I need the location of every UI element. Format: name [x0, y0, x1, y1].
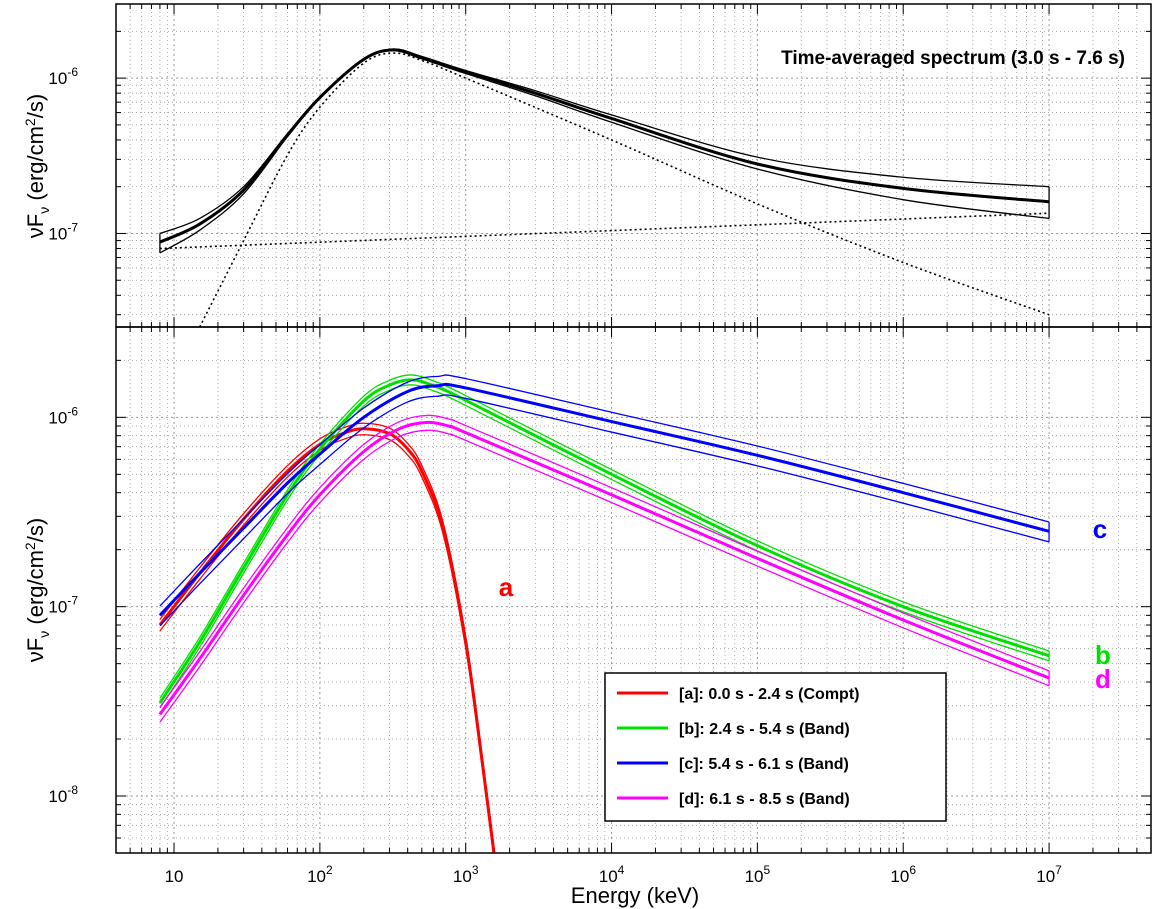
- series-tag-b: b: [1095, 640, 1111, 670]
- series-tags: a b c d: [499, 514, 1111, 694]
- y-tick-label: 10-7: [48, 220, 78, 243]
- series-line-Band-component: [199, 52, 1050, 327]
- series-line-b: [158, 378, 1050, 704]
- x-tick-label: 102: [307, 863, 333, 886]
- tick-labels: 10-7 10-6 10-8 10-7 10-6 10 102 103 104 105 106 107: [48, 65, 1062, 886]
- series-envelope-a: [159, 422, 496, 853]
- legend-label: [a]: 0.0 s - 2.4 s (Compt): [679, 686, 859, 703]
- x-tick-label: 107: [1036, 863, 1062, 886]
- legend-label: [c]: 5.4 s - 6.1 s (Band): [679, 756, 849, 773]
- y-tick-label: 10-6: [48, 404, 78, 427]
- x-tick-label: 104: [599, 863, 625, 886]
- y-tick-label: 10-6: [48, 65, 78, 88]
- x-tick-label: 10: [165, 867, 184, 886]
- series-tag-d: d: [1095, 664, 1111, 694]
- series-line-upper-envelope: [159, 48, 1050, 235]
- series-line-lower-envelope: [159, 50, 1050, 254]
- x-tick-label: 103: [453, 863, 479, 886]
- series-line-c: [158, 382, 1050, 617]
- series-line-d: [158, 420, 1050, 716]
- legend-label: [d]: 6.1 s - 8.5 s (Band): [679, 791, 850, 808]
- top-panel-ticks: [116, 4, 1151, 327]
- series-envelope-b: [159, 374, 1050, 699]
- series-envelope-c: [159, 394, 1050, 627]
- series-tag-c: c: [1093, 514, 1107, 544]
- series-line-power-law-component: [159, 212, 1050, 250]
- series-envelope-c: [159, 374, 1050, 607]
- legend-box: [604, 672, 947, 822]
- top-panel-series: [159, 48, 1050, 327]
- top-panel-title: Time-averaged spectrum (3.0 s - 7.6 s): [781, 48, 1125, 69]
- top-y-axis-title: νFν (erg/cm2/s): [22, 94, 52, 238]
- bottom-panel-series: [158, 374, 1050, 853]
- x-axis-title: Energy (keV): [571, 883, 699, 908]
- top-panel-grid: [116, 4, 1151, 327]
- x-tick-label: 105: [745, 863, 771, 886]
- bottom-panel-frame: [115, 326, 1152, 854]
- legend-label: [b]: 2.4 s - 5.4 s (Band): [679, 721, 850, 738]
- y-tick-label: 10-8: [48, 783, 78, 806]
- series-envelope-d: [159, 414, 1050, 708]
- y-tick-label: 10-7: [48, 594, 78, 617]
- legend: [a]: 0.0 s - 2.4 s (Compt) [b]: 2.4 s - 5…: [604, 672, 947, 822]
- series-tag-a: a: [499, 572, 514, 602]
- series-envelope-a: [159, 434, 494, 853]
- bottom-panel-ticks: [116, 327, 1151, 853]
- series-line-total-model: [159, 48, 1050, 244]
- series-envelope-d: [159, 429, 1050, 723]
- bottom-y-axis-title: νFν (erg/cm2/s): [22, 518, 52, 662]
- x-tick-label: 106: [890, 863, 916, 886]
